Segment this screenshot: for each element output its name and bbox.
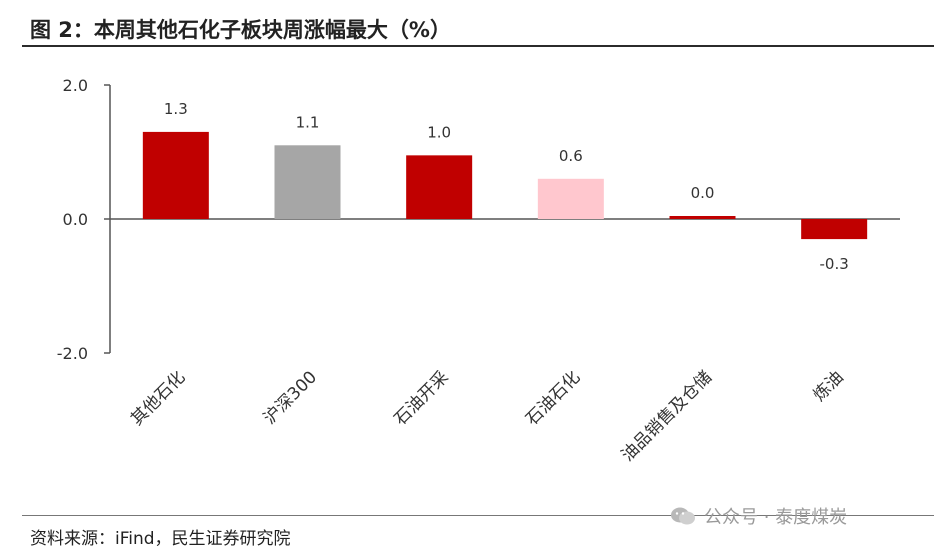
bar — [669, 216, 736, 219]
watermark-text: 公众号 · 泰度煤炭 — [704, 507, 848, 528]
bar — [801, 219, 868, 240]
bar — [142, 131, 209, 219]
category-label: 炼油 — [810, 367, 848, 405]
data-label: 1.0 — [427, 123, 451, 141]
data-label: -0.3 — [820, 255, 849, 273]
bars — [142, 131, 868, 240]
footer-divider — [22, 515, 934, 516]
bar-chart: 2.0 0.0 -2.0 1.3 1.1 1.0 0.6 0.0 -0.3 其他石化 沪深300… — [57, 76, 900, 466]
data-label: 1.3 — [164, 100, 188, 118]
data-label: 0.0 — [691, 184, 715, 202]
chart-title: 图 2：本周其他石化子板块周涨幅最大（%） — [30, 18, 451, 42]
y-tick-label: 0.0 — [63, 210, 88, 229]
title-divider — [22, 45, 934, 47]
category-labels: 其他石化 沪深300 石油开采 石油石化 油品销售及仓储 炼油 — [127, 367, 848, 465]
y-tick-label: 2.0 — [63, 76, 88, 95]
y-tick-label: -2.0 — [57, 344, 88, 363]
category-label: 石油石化 — [522, 367, 584, 429]
category-label: 沪深300 — [260, 367, 321, 428]
data-label: 0.6 — [559, 147, 583, 165]
bar — [274, 145, 341, 219]
y-axis: 2.0 0.0 -2.0 — [57, 76, 900, 363]
wechat-icon — [671, 507, 695, 525]
source-note: 资料来源：iFind，民生证券研究院 — [30, 529, 291, 549]
watermark: 公众号 · 泰度煤炭 — [670, 503, 847, 529]
bar — [537, 178, 604, 219]
category-label: 其他石化 — [127, 367, 189, 429]
data-label: 1.1 — [296, 113, 320, 131]
data-labels: 1.3 1.1 1.0 0.6 0.0 -0.3 — [164, 100, 849, 273]
category-label: 石油开采 — [390, 367, 452, 429]
bar — [406, 155, 473, 219]
category-label: 油品销售及仓储 — [618, 367, 716, 465]
